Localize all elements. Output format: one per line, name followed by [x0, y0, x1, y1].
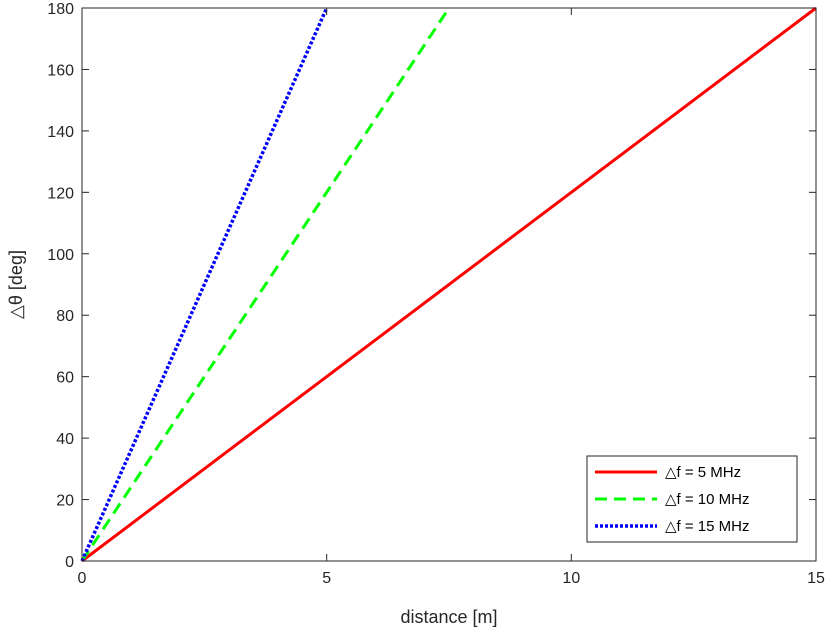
x-tick-label: 15 — [807, 570, 825, 587]
y-tick-label: 100 — [47, 247, 74, 264]
legend-label-f-10-mhz: △f = 10 MHz — [665, 491, 749, 508]
y-axis-ticks: 0 20 40 60 80 100 120 140 160 180 — [47, 1, 816, 571]
x-axis-ticks: 0 5 10 15 — [78, 8, 825, 587]
legend-label-f-5-mhz: △f = 5 MHz — [665, 464, 741, 481]
x-tick-label: 10 — [562, 570, 580, 587]
series-line-3 — [80, 7, 329, 562]
y-tick-label: 20 — [56, 493, 74, 510]
series-layer — [80, 6, 817, 563]
y-axis-title: △θ [deg] — [6, 250, 26, 319]
y-tick-label: 140 — [47, 124, 74, 141]
series-line-1 — [81, 6, 817, 563]
legend-label-f-15-mhz: △f = 15 MHz — [665, 518, 749, 535]
series-line-2 — [80, 7, 451, 562]
y-tick-label: 180 — [47, 1, 74, 18]
plot-area: 0 5 10 15 0 20 40 60 80 100 120 140 160 180 — [47, 1, 825, 587]
x-axis-title: distance [m] — [400, 607, 497, 627]
y-tick-label: 60 — [56, 370, 74, 387]
legend: △f = 5 MHz △f = 10 MHz △f = 15 MHz — [586, 455, 798, 543]
y-tick-label: 120 — [47, 185, 74, 202]
y-tick-label: 40 — [56, 431, 74, 448]
y-tick-label: 0 — [65, 554, 74, 571]
x-tick-label: 0 — [78, 570, 87, 587]
y-tick-label: 160 — [47, 62, 74, 79]
x-tick-label: 5 — [322, 570, 331, 587]
y-tick-label: 80 — [56, 308, 74, 325]
